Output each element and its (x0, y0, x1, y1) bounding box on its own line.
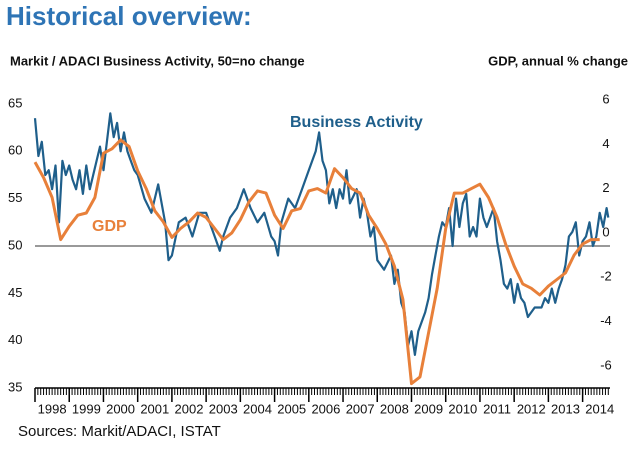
x-tick-label: 2012 (517, 401, 546, 416)
y2-tick-label: -2 (600, 269, 612, 284)
x-tick-label: 2003 (209, 401, 238, 416)
x-tick-label: 2008 (380, 401, 409, 416)
y2-tick-label: 2 (602, 180, 609, 195)
y2-tick-label: -6 (600, 357, 612, 372)
chart-title: Historical overview: (6, 1, 252, 31)
x-tick-label: 2007 (346, 401, 375, 416)
source: Sources: Markit/ADACI, ISTAT (18, 423, 221, 440)
y2-tick-label: 4 (602, 136, 609, 151)
x-tick-label: 2002 (175, 401, 204, 416)
y2-tick-label: -4 (600, 313, 612, 328)
y-axis-label: Markit / ADACI Business Activity, 50=no … (10, 53, 305, 68)
x-tick-label: 2013 (551, 401, 580, 416)
y-tick-label: 60 (8, 143, 22, 158)
x-tick-label: 1998 (38, 401, 67, 416)
series-label: Business Activity (290, 114, 423, 131)
series-line (33, 138, 600, 386)
x-tick-label: 2014 (585, 401, 614, 416)
x-tick-label: 2000 (106, 401, 135, 416)
y-tick-label: 45 (8, 285, 22, 300)
x-tick-label: 2006 (311, 401, 340, 416)
y2-axis-label: GDP, annual % change (488, 53, 628, 68)
x-tick-label: 2004 (243, 401, 272, 416)
series-label: GDP (92, 218, 127, 235)
y2-tick-label: 0 (602, 224, 609, 239)
y-tick-label: 65 (8, 95, 22, 110)
x-tick-label: 1999 (72, 401, 101, 416)
x-tick-label: 2010 (448, 401, 477, 416)
x-tick-label: 2011 (483, 401, 511, 416)
y-tick-label: 40 (8, 332, 22, 347)
y-tick-label: 55 (8, 190, 22, 205)
y2-tick-label: 6 (602, 91, 609, 106)
y-tick-label: 50 (8, 237, 22, 252)
x-tick-label: 2005 (277, 401, 306, 416)
x-tick-label: 2001 (140, 401, 169, 416)
y-tick-label: 35 (8, 379, 22, 394)
series-line (33, 112, 610, 356)
x-tick-label: 2009 (414, 401, 443, 416)
